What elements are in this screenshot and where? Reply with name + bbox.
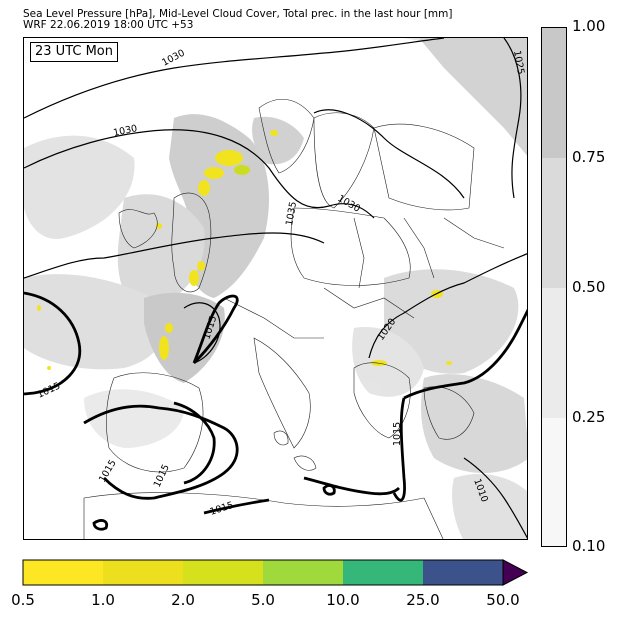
cloud-band-1 xyxy=(542,28,566,158)
cloud-tick-label: 1.00 xyxy=(572,17,606,35)
cloud-tick-label: 0.50 xyxy=(572,278,606,296)
cloud-tick-label: 0.25 xyxy=(572,408,606,426)
isobar-label: 1015 xyxy=(392,422,403,446)
precip-tick-label: 25.0 xyxy=(406,591,440,609)
isobar-label: 1015 xyxy=(36,381,63,401)
isobar-label: 1015 xyxy=(97,458,119,484)
isobar-label: 1015 xyxy=(209,500,235,518)
precip-band xyxy=(343,560,423,585)
isobar-label: 1025 xyxy=(511,50,526,76)
isobar-label: 1030 xyxy=(112,123,138,139)
valid-time-label: 23 UTC Mon xyxy=(30,42,118,62)
precip-extend-arrow xyxy=(502,559,529,586)
precip-band xyxy=(23,560,103,585)
precip-tick-label: 0.5 xyxy=(11,591,35,609)
precip-tick-label: 5.0 xyxy=(251,591,275,609)
precip-band xyxy=(263,560,343,585)
precip-tick-label: 10.0 xyxy=(326,591,360,609)
precip-band xyxy=(183,560,263,585)
precip-tick-label: 2.0 xyxy=(171,591,195,609)
map-canvas: 1030 1030 1030 1025 1020 1015 1015 1015 … xyxy=(24,38,527,539)
cloud-tick-label: 0.75 xyxy=(572,148,606,166)
cloud-cover-layer xyxy=(24,38,527,539)
cloud-tick-label: 0.10 xyxy=(572,537,606,555)
isobar-label: 1030 xyxy=(160,48,187,69)
precip-tick-label: 50.0 xyxy=(486,591,520,609)
cloud-cover-colorbar xyxy=(541,27,567,547)
precip-band xyxy=(103,560,183,585)
map-subtitle: WRF 22.06.2019 18:00 UTC +53 xyxy=(23,19,194,31)
map-title: Sea Level Pressure [hPa], Mid-Level Clou… xyxy=(23,8,453,20)
coastline-layer xyxy=(83,99,505,539)
cloud-band-2 xyxy=(542,158,566,288)
cloud-band-4 xyxy=(542,418,566,546)
precip-bands xyxy=(23,560,503,585)
weather-map: 1030 1030 1030 1025 1020 1015 1015 1015 … xyxy=(23,37,528,540)
precip-layer xyxy=(37,130,452,370)
isobar-label: 1015 xyxy=(152,463,172,490)
isobar-label: 1035 xyxy=(284,201,299,227)
isobar-layer xyxy=(24,38,527,539)
precip-colorbar xyxy=(22,559,529,586)
precip-band xyxy=(423,560,503,585)
cloud-band-3 xyxy=(542,288,566,418)
precip-tick-label: 1.0 xyxy=(91,591,115,609)
